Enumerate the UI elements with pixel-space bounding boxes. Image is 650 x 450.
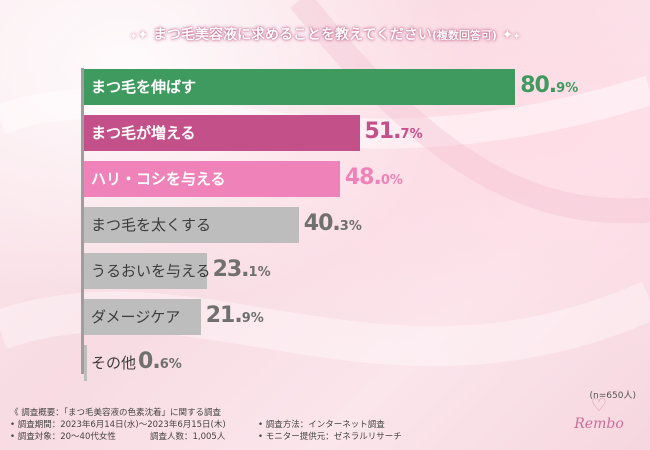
bar (84, 207, 299, 243)
bar (84, 161, 340, 197)
bar-value-label: 23.1% (212, 257, 271, 282)
survey-count: 調査人数：1,005人 (150, 432, 226, 442)
bar-category-label: まつ毛が増える (91, 124, 196, 142)
bar-value-label: 51.7% (364, 119, 423, 144)
survey-provider: • モニター提供元：ゼネラルリサーチ (258, 432, 402, 442)
survey-period: • 調査期間：2023年6月14日(水)～2023年6月15日(木) (10, 420, 226, 430)
bar-value-label: 21.9% (205, 303, 264, 328)
bar-value-label: 48.0% (344, 165, 403, 190)
heart-icon: ♡ (590, 395, 608, 416)
bar (84, 299, 201, 335)
bar (84, 345, 88, 381)
sparkle-icon: ✦ (129, 32, 138, 42)
bar-category-label: ハリ・コシを与える (91, 170, 226, 188)
bar (84, 253, 208, 289)
chart-title: ✦✦ まつ毛美容液に求めることを教えてください(複数回答可) ✦✦ (0, 24, 650, 44)
bar-value-label: 80.9% (520, 73, 579, 98)
title-note: (複数回答可) (431, 29, 497, 42)
sample-size: (n=650人) (589, 391, 636, 401)
bar-category-label: まつ毛を太くする (91, 216, 212, 234)
bar-value-label: 40.3% (303, 211, 362, 236)
sparkle-icon: ✦ (137, 28, 149, 43)
sparkle-icon: ✦ (501, 28, 513, 43)
bar-category-label: ダメージケア (91, 308, 181, 326)
survey-title: 《 調査概要：「まつ毛美容液の色素沈着」に関する調査 (10, 408, 221, 418)
bar (84, 115, 360, 151)
brand-logo: ♡ Rembo (566, 395, 632, 433)
bar-category-label: その他 (91, 354, 137, 372)
title-text: まつ毛美容液に求めることを教えてください (153, 27, 432, 43)
bar-category-label: まつ毛を伸ばす (91, 78, 197, 96)
bar (84, 69, 516, 105)
bar-value-label: 0.6% (138, 349, 182, 374)
sparkle-icon: ✦ (512, 32, 521, 42)
survey-target: • 調査対象：20～40代女性 (10, 432, 116, 442)
survey-method: • 調査方法：インターネット調査 (258, 420, 385, 430)
bar-category-label: うるおいを与える (91, 262, 211, 280)
category-axis (81, 68, 84, 374)
brand-name: Rembo (574, 416, 624, 432)
